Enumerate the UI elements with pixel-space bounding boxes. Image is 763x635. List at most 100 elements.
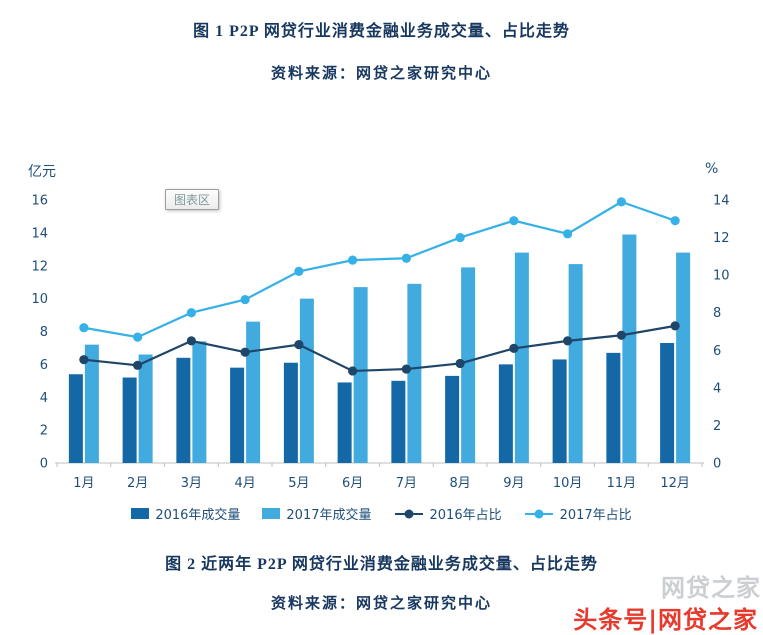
point-2017年占比 — [401, 253, 411, 263]
bar-2017年成交量 — [622, 234, 637, 463]
right-axis-title: % — [705, 161, 719, 177]
point-2016年占比 — [294, 340, 304, 350]
bar-2017年成交量 — [192, 341, 207, 463]
point-2016年占比 — [79, 355, 89, 365]
point-2017年占比 — [670, 216, 680, 226]
figure2-title: 图 2 近两年 P2P 网贷行业消费金融业务成交量、占比走势 — [165, 556, 598, 573]
bar-2016年成交量 — [498, 364, 513, 463]
x-axis-label: 12月 — [660, 476, 690, 491]
combo-chart: 0 2 4 6 8 10 12 14 16 0 2 4 6 8 10 12 14 1月 2月 3月 4月 5月 6月 7月 8月… — [31, 194, 730, 492]
legend-line-marker — [394, 509, 423, 518]
point-2017年占比 — [616, 197, 626, 207]
figure1-source: 资料来源：网贷之家研究中心 — [270, 66, 492, 82]
left-axis-tick-label: 16 — [31, 194, 48, 209]
bar-2017年成交量 — [353, 287, 368, 463]
point-2017年占比 — [186, 308, 196, 318]
bar-2016年成交量 — [552, 359, 567, 463]
point-2016年占比 — [455, 358, 465, 369]
bar-2016年成交量 — [176, 357, 191, 463]
x-axis-label: 4月 — [234, 476, 255, 491]
left-axis-tick-label: 6 — [40, 358, 48, 373]
point-2017年占比 — [240, 294, 250, 305]
point-2016年占比 — [616, 330, 626, 340]
right-axis-tick-label: 6 — [713, 344, 721, 359]
chart-area-tooltip: 图表区 — [165, 189, 220, 210]
bar-2016年成交量 — [337, 382, 352, 463]
point-2016年占比 — [509, 343, 519, 354]
bar-2017年成交量 — [407, 283, 422, 463]
bar-2017年成交量 — [299, 298, 314, 463]
legend-line-marker — [524, 509, 553, 518]
bar-2017年成交量 — [568, 264, 583, 463]
right-axis-tick-label: 14 — [713, 194, 730, 209]
point-2016年占比 — [348, 366, 358, 376]
point-2017年占比 — [348, 255, 358, 265]
left-axis-tick-label: 2 — [40, 424, 48, 439]
left-axis-tick-label: 12 — [31, 259, 48, 274]
x-axis-label: 11月 — [607, 476, 637, 491]
bar-2016年成交量 — [445, 375, 460, 463]
legend-swatch — [262, 508, 281, 519]
left-axis-tick-label: 4 — [40, 391, 48, 406]
x-axis-label: 9月 — [503, 476, 524, 491]
legend-label: 2016年占比 — [429, 508, 502, 523]
line-2016年占比 — [83, 324, 676, 373]
bar-2016年成交量 — [122, 377, 137, 463]
point-2017年占比 — [509, 216, 519, 226]
point-2017年占比 — [294, 266, 304, 276]
left-axis-tick-label: 10 — [31, 292, 48, 307]
legend-item: 2016年成交量 — [131, 504, 240, 523]
bar-2016年成交量 — [606, 352, 621, 463]
legend-swatch — [131, 508, 150, 519]
point-2016年占比 — [240, 347, 250, 357]
x-axis-label: 1月 — [73, 476, 94, 491]
watermark-red: 头条号|网贷之家 — [573, 606, 758, 634]
bar-2017年成交量 — [246, 321, 261, 463]
left-axis-tick-label: 8 — [40, 325, 48, 340]
x-axis-label: 2月 — [127, 476, 148, 491]
bar-2016年成交量 — [68, 374, 83, 463]
legend-item: 2017年占比 — [524, 504, 632, 523]
bar-2016年成交量 — [391, 380, 406, 463]
right-axis-tick-label: 0 — [713, 457, 721, 472]
point-2016年占比 — [670, 321, 680, 331]
left-axis-title: 亿元 — [28, 164, 56, 180]
bar-2016年成交量 — [283, 362, 298, 463]
legend-item: 2017年成交量 — [262, 504, 372, 523]
x-axis-label: 6月 — [342, 476, 363, 491]
legend-item: 2016年占比 — [394, 504, 502, 523]
point-2016年占比 — [186, 336, 196, 346]
right-axis-tick-label: 4 — [713, 381, 721, 396]
x-axis-label: 5月 — [288, 476, 309, 491]
point-2017年占比 — [133, 332, 143, 342]
figure1-title: 图 1 P2P 网贷行业消费金融业务成交量、占比走势 — [193, 23, 570, 40]
x-axis-label: 8月 — [449, 476, 470, 491]
x-axis-label: 7月 — [396, 476, 417, 491]
chart-legend: 2016年成交量 2017年成交量 2016年占比 2017年占比 — [0, 504, 763, 523]
right-axis-tick-label: 10 — [713, 269, 730, 284]
left-axis-tick-label: 14 — [31, 226, 48, 241]
bar-2017年成交量 — [514, 252, 529, 463]
right-axis-tick-label: 12 — [713, 231, 730, 246]
figure2-source: 资料来源：网贷之家研究中心 — [270, 596, 492, 612]
bar-2017年成交量 — [138, 354, 153, 463]
point-2016年占比 — [563, 336, 573, 346]
right-axis-tick-label: 2 — [713, 419, 721, 434]
legend-label: 2016年成交量 — [155, 508, 241, 523]
bar-2017年成交量 — [84, 344, 99, 463]
legend-label: 2017年占比 — [559, 508, 632, 523]
line-2017年占比 — [83, 200, 676, 339]
bar-2017年成交量 — [676, 252, 691, 463]
bar-2016年成交量 — [230, 367, 245, 463]
x-axis-label: 3月 — [181, 476, 202, 491]
bar-2016年成交量 — [660, 343, 675, 463]
watermark-gray: 网贷之家 — [661, 574, 761, 602]
point-2017年占比 — [79, 323, 89, 333]
point-2016年占比 — [133, 360, 143, 370]
x-axis-label: 10月 — [553, 476, 583, 491]
bar-2017年成交量 — [461, 267, 476, 463]
right-axis-tick-label: 8 — [713, 306, 721, 321]
point-2017年占比 — [455, 232, 465, 243]
point-2016年占比 — [401, 364, 411, 374]
